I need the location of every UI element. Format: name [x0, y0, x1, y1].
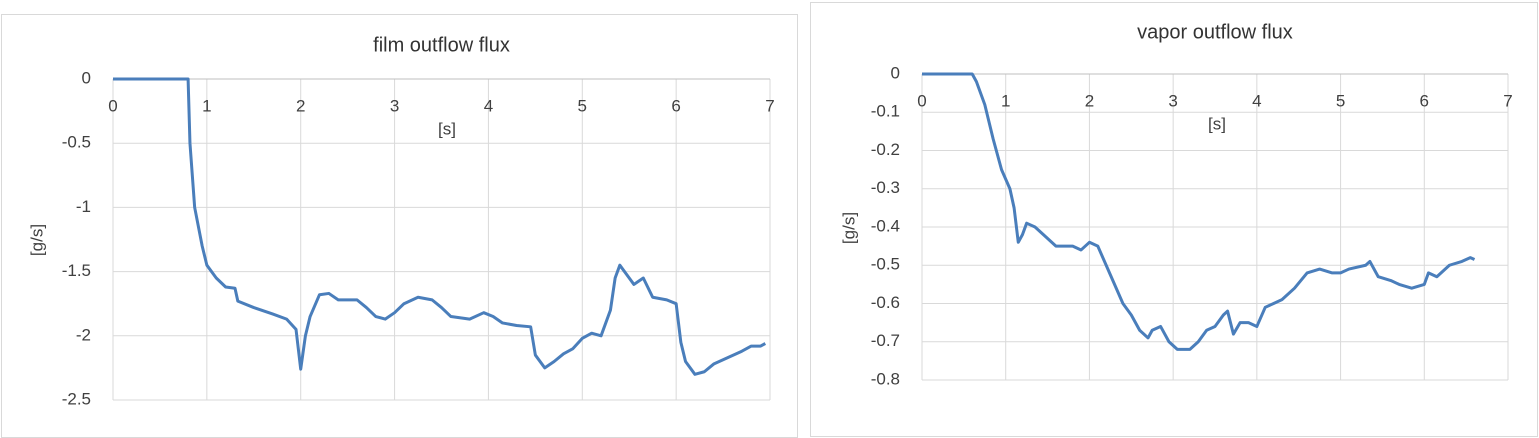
y-tick-label: -0.5	[62, 133, 91, 152]
x-tick-label: 4	[1252, 91, 1261, 110]
y-tick-label: 0	[82, 68, 91, 87]
x-tick-label: 1	[202, 96, 211, 115]
x-tick-label: 6	[1420, 91, 1429, 110]
y-tick-label: -0.6	[871, 293, 900, 312]
chart-title: film outflow flux	[373, 34, 510, 56]
chart-frame	[810, 2, 1538, 437]
y-tick-label: -0.7	[871, 331, 900, 350]
x-axis-label: [s]	[1208, 114, 1226, 133]
x-tick-label: 2	[1085, 91, 1094, 110]
x-tick-label: 2	[296, 96, 305, 115]
data-line	[922, 72, 1476, 351]
y-tick-label: -2.5	[62, 389, 91, 408]
chart-title: vapor outflow flux	[1137, 21, 1293, 43]
y-tick-label: -0.2	[871, 140, 900, 159]
y-tick-label: -0.3	[871, 178, 900, 197]
x-axis-label: [s]	[438, 119, 456, 138]
x-tick-label: 3	[1168, 91, 1177, 110]
y-tick-label: -0.8	[871, 369, 900, 388]
x-tick-label: 7	[765, 96, 774, 115]
y-tick-label: -0.5	[871, 255, 900, 274]
x-tick-label: 7	[1503, 91, 1512, 110]
y-axis-label: [g/s]	[839, 212, 858, 244]
y-tick-label: -1	[76, 197, 91, 216]
y-tick-label: 0	[891, 63, 900, 82]
y-axis-label: [g/s]	[27, 224, 46, 256]
y-tick-label: -0.4	[871, 216, 900, 235]
data-line	[113, 77, 767, 376]
x-tick-label: 5	[578, 96, 587, 115]
x-tick-label: 3	[390, 96, 399, 115]
y-tick-label: -1.5	[62, 261, 91, 280]
y-tick-label: -0.1	[871, 102, 900, 121]
x-tick-label: 5	[1336, 91, 1345, 110]
x-tick-label: 6	[671, 96, 680, 115]
chart-frame	[1, 14, 798, 438]
x-tick-label: 4	[484, 96, 493, 115]
y-tick-label: -2	[76, 325, 91, 344]
x-tick-label: 1	[1001, 91, 1010, 110]
x-tick-label: 0	[108, 96, 117, 115]
x-tick-label: 0	[917, 91, 926, 110]
